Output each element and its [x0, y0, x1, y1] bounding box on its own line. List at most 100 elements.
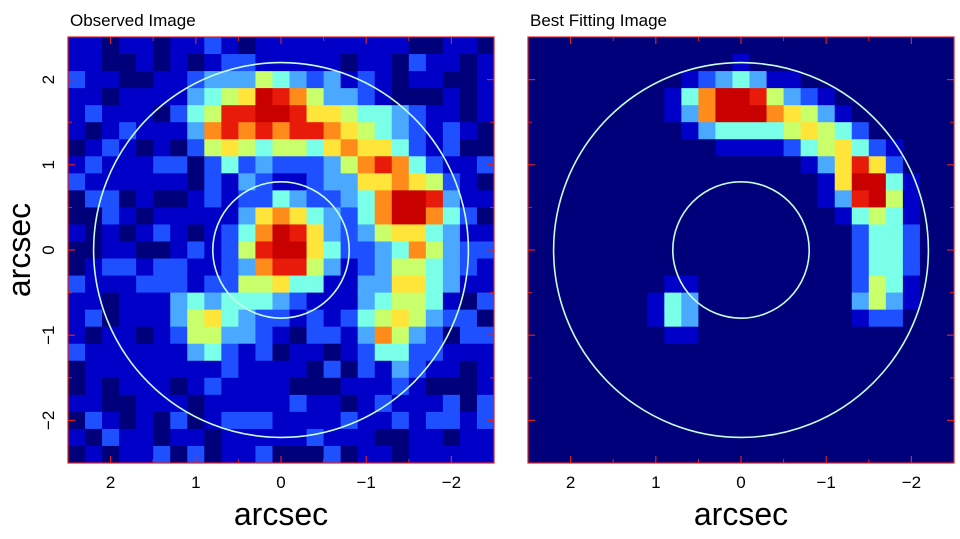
heatmap-cell [374, 224, 393, 243]
heatmap-cell [442, 377, 461, 396]
heatmap-cell [817, 122, 836, 140]
heatmap-cell [459, 292, 478, 311]
heatmap-cell [255, 309, 274, 328]
heatmap-cell [68, 122, 86, 140]
heatmap-cell [596, 88, 614, 106]
heatmap-cell [408, 37, 427, 55]
heatmap-cell [749, 428, 768, 447]
heatmap-cell [545, 190, 563, 208]
heatmap-cell [289, 224, 308, 243]
heatmap-cell [68, 343, 86, 362]
heatmap-cell [613, 224, 631, 243]
heatmap-cell [579, 88, 597, 106]
heatmap-cell [476, 292, 494, 311]
heatmap-cell [868, 37, 887, 55]
heatmap-cell [579, 292, 597, 311]
heatmap-cell [85, 343, 103, 362]
heatmap-cell [936, 292, 954, 311]
heatmap-cell [936, 411, 954, 430]
heatmap-cell [749, 343, 768, 362]
heatmap-cell [834, 445, 853, 463]
heatmap-cell [868, 428, 887, 447]
heatmap-cell [681, 309, 699, 328]
heatmap-cell [715, 309, 734, 328]
heatmap-cell [119, 224, 137, 243]
heatmap-cell [715, 428, 734, 447]
heatmap-cell [817, 241, 836, 260]
heatmap-cell [136, 190, 154, 208]
heatmap-cell [698, 445, 717, 463]
heatmap-cell [238, 258, 257, 277]
heatmap-cell [664, 343, 682, 362]
heatmap-cell [596, 122, 614, 140]
heatmap-cell [153, 54, 171, 72]
heatmap-cell [272, 207, 291, 226]
heatmap-cell [834, 173, 853, 191]
heatmap-cell [136, 309, 154, 328]
heatmap-cell [630, 258, 648, 277]
heatmap-cell [936, 241, 954, 260]
heatmap-cell [459, 326, 478, 345]
heatmap-cell [289, 343, 308, 362]
heatmap-cell [153, 326, 171, 345]
heatmap-cell [374, 326, 393, 345]
heatmap-cell [408, 207, 427, 226]
heatmap-cell [442, 258, 461, 277]
heatmap-cell [476, 428, 494, 447]
heatmap-cell [323, 71, 342, 89]
heatmap-cell [647, 207, 665, 226]
heatmap-cell [834, 377, 853, 396]
heatmap-cell [170, 37, 188, 55]
heatmap-cell [68, 156, 86, 174]
heatmap-cell [545, 411, 563, 430]
heatmap-cell [187, 360, 205, 379]
heatmap-cell [630, 292, 648, 311]
heatmap-cell [153, 122, 171, 140]
heatmap-cell [119, 173, 137, 191]
heatmap-cell [834, 88, 853, 106]
heatmap-cell [153, 173, 171, 191]
heatmap-cell [783, 258, 802, 277]
heatmap-cell [596, 343, 614, 362]
heatmap-cell [562, 292, 580, 311]
heatmap-cell [357, 54, 376, 72]
heatmap-cell [783, 445, 802, 463]
heatmap-cell [698, 224, 717, 243]
heatmap-cell [204, 54, 222, 72]
heatmap-cell [357, 275, 376, 294]
heatmap-cell [681, 105, 699, 123]
heatmap-cell [204, 309, 222, 328]
heatmap-cell [204, 343, 222, 362]
heatmap-cell [340, 309, 359, 328]
heatmap-cell [204, 88, 222, 106]
heatmap-cell [562, 105, 580, 123]
heatmap-cell [153, 360, 171, 379]
heatmap-cell [306, 139, 325, 157]
heatmap-cell [391, 394, 410, 413]
heatmap-cell [647, 292, 665, 311]
heatmap-cell [170, 428, 188, 447]
heatmap-cell [221, 241, 239, 260]
heatmap-cell [800, 360, 819, 379]
heatmap-cell [783, 394, 802, 413]
heatmap-cell [834, 360, 853, 379]
heatmap-cell [885, 445, 904, 463]
heatmap-cell [766, 394, 785, 413]
heatmap-cell [868, 105, 887, 123]
heatmap-cell [102, 343, 120, 362]
heatmap-cell [221, 326, 239, 345]
heatmap-cell [545, 105, 563, 123]
heatmap-cell [153, 394, 171, 413]
heatmap-cell [68, 241, 86, 260]
heatmap-cell [732, 258, 751, 277]
heatmap-cell [374, 71, 393, 89]
heatmap-cell [187, 224, 205, 243]
panel-best-fit: Best Fitting Image 2 1 0 −1 −2 arcsec [527, 11, 955, 532]
y-tick-label: 2 [39, 75, 58, 84]
heatmap-cell [374, 156, 393, 174]
heatmap-cell [374, 122, 393, 140]
heatmap-cell [238, 207, 257, 226]
heatmap-cell [868, 139, 887, 157]
heatmap-cell [936, 156, 954, 174]
heatmap-cell [459, 139, 478, 157]
